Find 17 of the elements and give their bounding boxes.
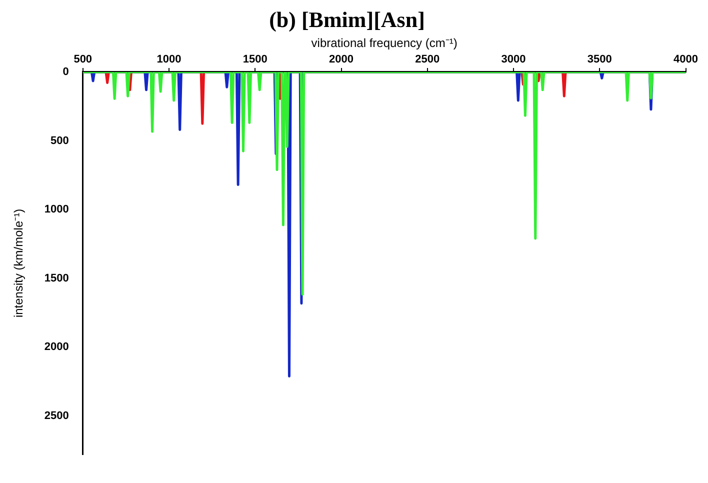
y-tick-label: 1500 — [44, 272, 69, 284]
x-tick-label: 2500 — [415, 53, 440, 66]
x-axis-title: vibrational frequency (cm⁻¹) — [311, 36, 458, 50]
x-tick-label: 1500 — [242, 53, 268, 66]
x-tick-label: 2000 — [329, 53, 354, 66]
x-tick-label: 3000 — [501, 53, 526, 66]
y-axis-title: intensity (km/mole⁻¹) — [12, 208, 26, 318]
chart-title: (b) [Bmim][Asn] — [269, 6, 425, 32]
x-tick-label: 1000 — [156, 53, 182, 66]
x-tick-label: 3500 — [587, 53, 612, 66]
y-tick-label: 500 — [50, 134, 69, 147]
y-tick-label: 0 — [62, 66, 69, 78]
y-tick-label: 2000 — [44, 341, 69, 354]
x-tick-label: 500 — [74, 53, 92, 66]
x-tick-label: 4000 — [674, 53, 698, 66]
y-tick-label: 2500 — [44, 410, 69, 422]
y-tick-label: 1000 — [44, 204, 69, 216]
